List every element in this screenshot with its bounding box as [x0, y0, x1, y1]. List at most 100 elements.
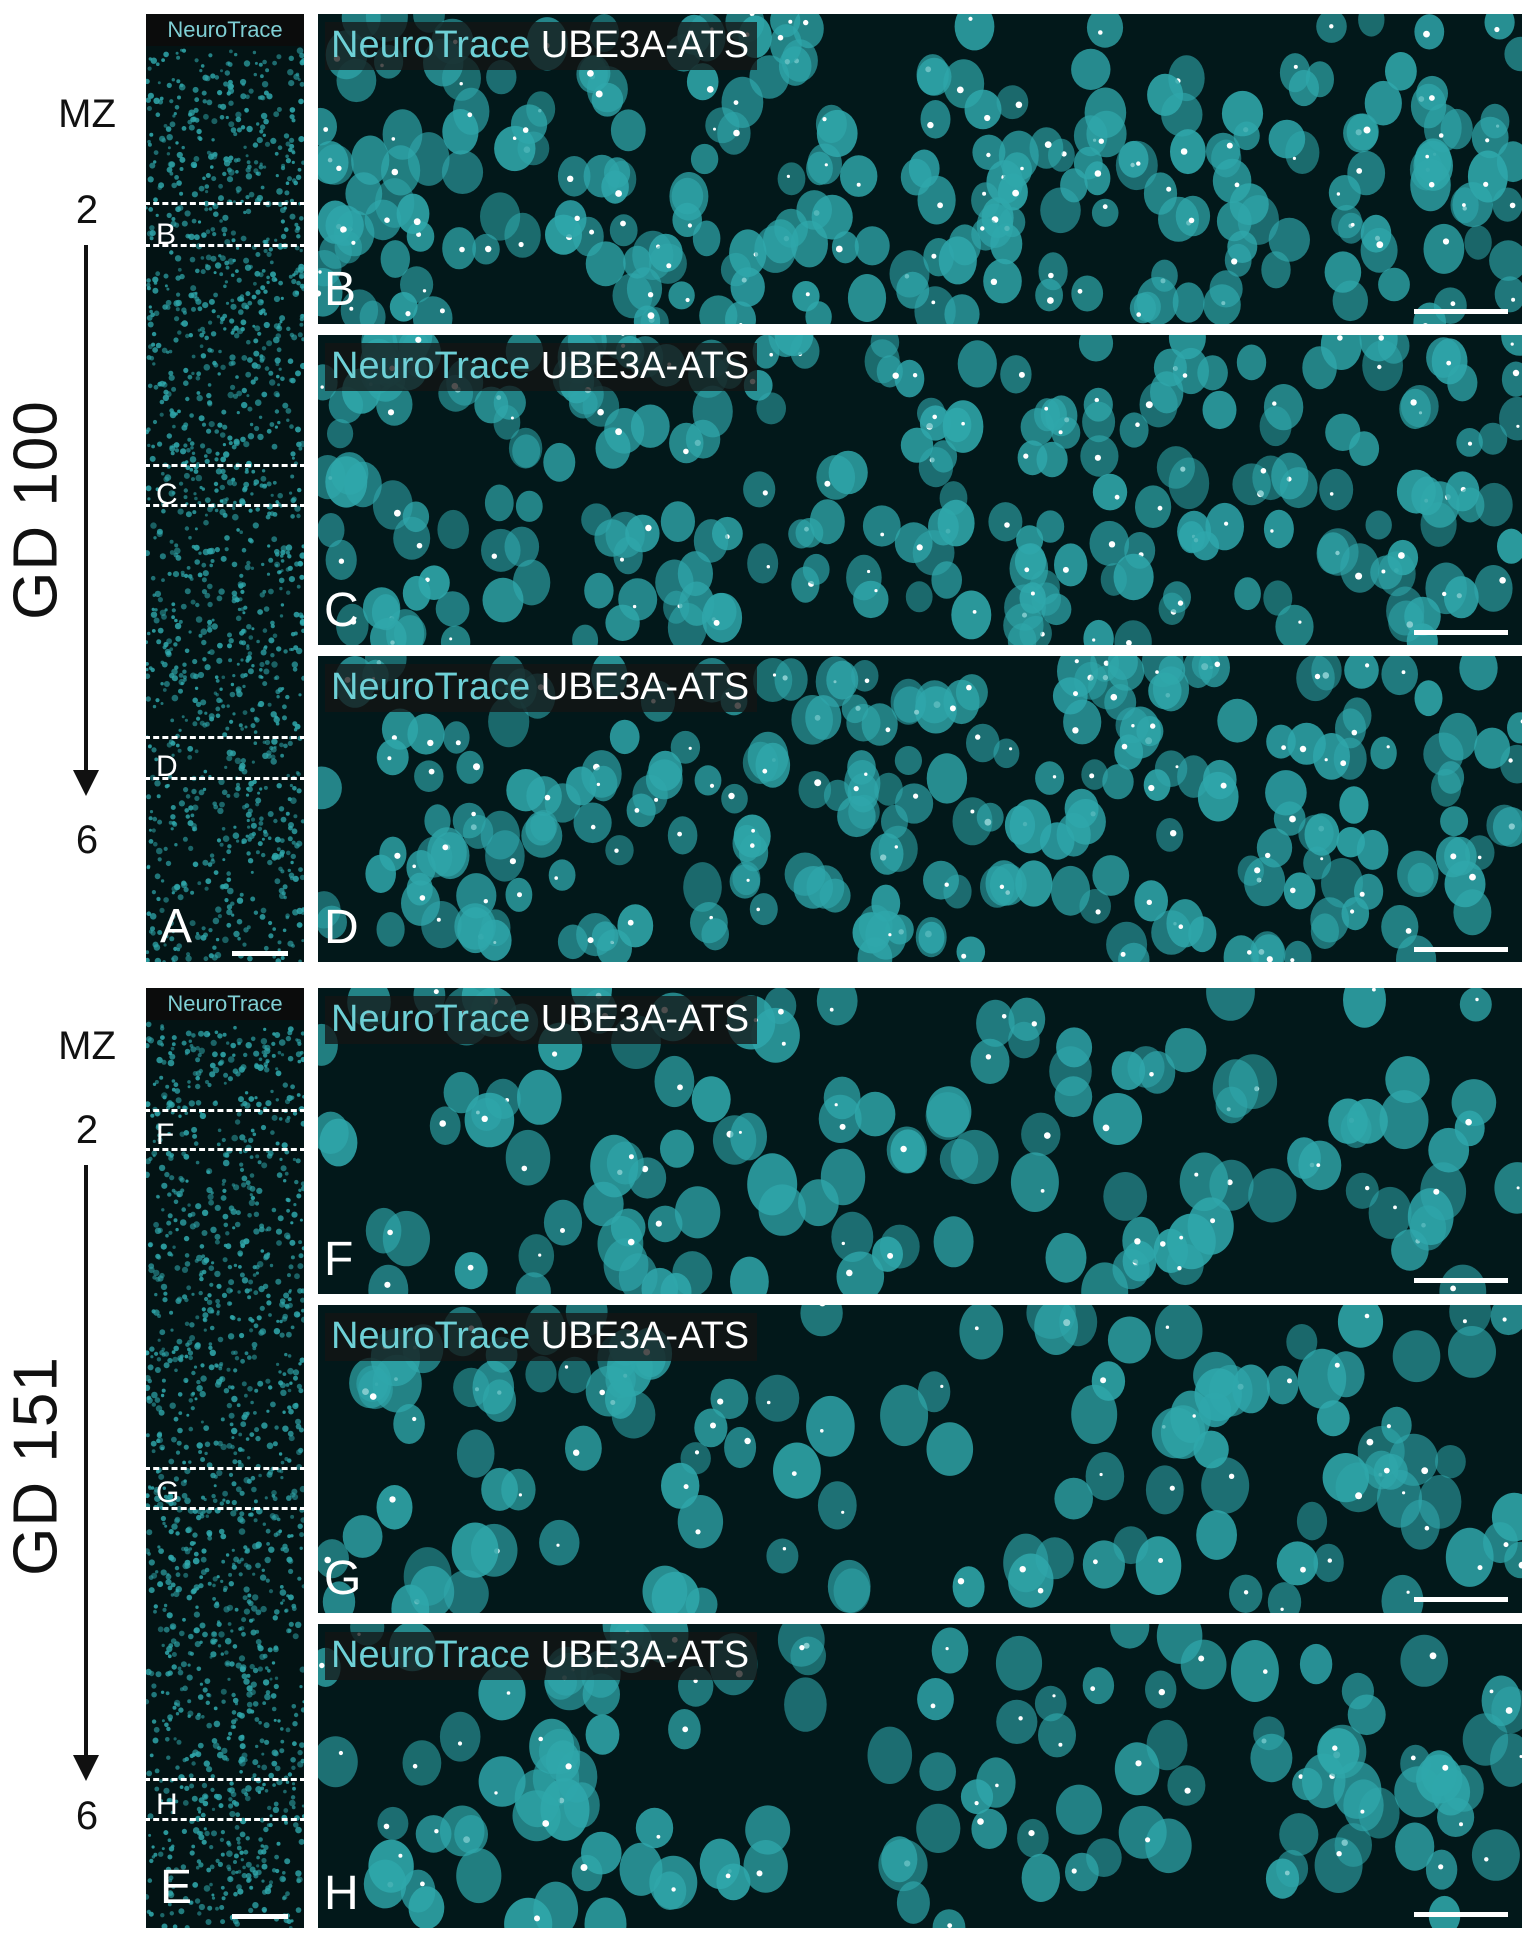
- cell-body: [1507, 712, 1522, 744]
- ube3a-ats-dot: [491, 553, 497, 559]
- strip-cell: [201, 1254, 206, 1259]
- cell-body: [1003, 603, 1044, 645]
- strip-cell: [191, 191, 198, 198]
- strip-cell: [263, 606, 270, 612]
- strip-cell: [206, 1170, 211, 1174]
- ube3a-ats-dot: [1145, 401, 1153, 409]
- strip-cell: [229, 83, 234, 89]
- strip-cell: [226, 755, 233, 762]
- cell-body: [454, 1815, 488, 1854]
- strip-cell: [217, 90, 223, 96]
- strip-cell: [276, 646, 282, 652]
- ube3a-ats-dot: [1149, 1072, 1154, 1077]
- cell-body: [1343, 113, 1379, 153]
- strip-cell: [282, 1599, 285, 1602]
- strip-cell: [162, 688, 167, 692]
- cell-body: [917, 1371, 951, 1413]
- strip-cell: [295, 370, 301, 377]
- strip-cell: [292, 1403, 299, 1410]
- strip-cell: [263, 1826, 269, 1833]
- strip-cell: [221, 1137, 226, 1143]
- strip-cell: [156, 62, 160, 66]
- strip-cell: [290, 1095, 295, 1100]
- strip-cell: [208, 1364, 215, 1371]
- strip-cell: [146, 864, 151, 869]
- strip-cell: [214, 508, 219, 513]
- ube3a-ats-dot: [1155, 670, 1159, 674]
- strip-cell: [154, 590, 162, 598]
- cell-body: [1453, 889, 1492, 936]
- strip-cell: [156, 1056, 163, 1064]
- ube3a-ats-dot: [744, 1437, 751, 1445]
- strip-cell: [218, 588, 225, 595]
- panel-d-letter: D: [324, 901, 359, 954]
- ube3a-ats-dot: [320, 385, 324, 389]
- cell-body: [1358, 14, 1385, 37]
- cell-body: [617, 904, 654, 948]
- strip-cell: [211, 1896, 216, 1900]
- strip-cell: [229, 49, 233, 54]
- strip-cell: [173, 1199, 179, 1205]
- cell-body: [660, 501, 695, 542]
- strip-cell: [200, 256, 205, 260]
- cell-body: [1418, 1475, 1462, 1529]
- cell-body: [1147, 73, 1184, 116]
- strip-cell: [247, 825, 251, 829]
- cell-body: [1045, 1232, 1087, 1283]
- strip-cell: [237, 1888, 244, 1895]
- ube3a-ats-dot: [1170, 830, 1177, 837]
- strip-cell: [244, 1351, 249, 1356]
- strip-cell: [170, 1593, 175, 1597]
- strip-cell: [203, 1257, 210, 1264]
- strip-cell: [166, 1755, 171, 1760]
- strip-cell: [260, 95, 266, 101]
- strip-cell: [172, 571, 180, 578]
- strip-cell: [193, 1365, 198, 1369]
- strip-cell: [187, 1350, 194, 1356]
- cell-body: [966, 723, 1000, 763]
- strip-cell: [236, 157, 241, 162]
- strip-cell: [266, 428, 272, 434]
- ube3a-ats-dot: [750, 843, 755, 848]
- strip-cell: [164, 1524, 168, 1528]
- ube3a-ats-dot: [683, 448, 689, 455]
- strip-cell: [181, 48, 187, 53]
- strip-cell: [236, 782, 240, 787]
- strip-cell: [267, 1669, 271, 1673]
- strip-cell: [155, 1194, 160, 1199]
- strip-cell: [187, 1651, 193, 1656]
- strip-cell: [223, 1222, 229, 1228]
- strip-cell: [167, 1132, 171, 1136]
- cell-body: [597, 1215, 644, 1272]
- ube3a-ats-dot: [427, 739, 434, 747]
- strip-cell: [206, 1722, 212, 1729]
- cell-body: [1304, 813, 1340, 856]
- strip-cell: [239, 1134, 246, 1141]
- cell-body: [1232, 1364, 1270, 1414]
- strip-cell: [288, 1408, 294, 1415]
- cell-body: [1285, 131, 1320, 174]
- strip-cell: [230, 230, 236, 236]
- strip-cell: [149, 1858, 154, 1864]
- cell-body: [792, 281, 820, 312]
- strip-cell: [198, 136, 203, 141]
- strip-cell: [179, 191, 184, 196]
- strip-cell: [214, 951, 222, 959]
- strip-cell: [191, 1588, 197, 1594]
- strip-cell: [285, 408, 292, 414]
- strip-cell: [188, 109, 195, 116]
- strip-cell: [284, 1609, 288, 1613]
- strip-cell: [201, 562, 207, 568]
- strip-cell: [200, 443, 206, 449]
- strip-cell: [268, 1589, 274, 1594]
- strip-cell: [156, 639, 162, 645]
- strip-cell: [201, 90, 207, 96]
- cell-body: [1054, 1477, 1093, 1520]
- cell-body: [429, 1106, 461, 1145]
- strip-cell: [262, 646, 268, 651]
- strip-cell: [147, 1395, 152, 1400]
- strip-cell: [211, 1631, 218, 1638]
- strip-cell: [260, 285, 266, 291]
- strip-cell: [270, 1130, 275, 1135]
- strip-cell: [257, 1666, 263, 1672]
